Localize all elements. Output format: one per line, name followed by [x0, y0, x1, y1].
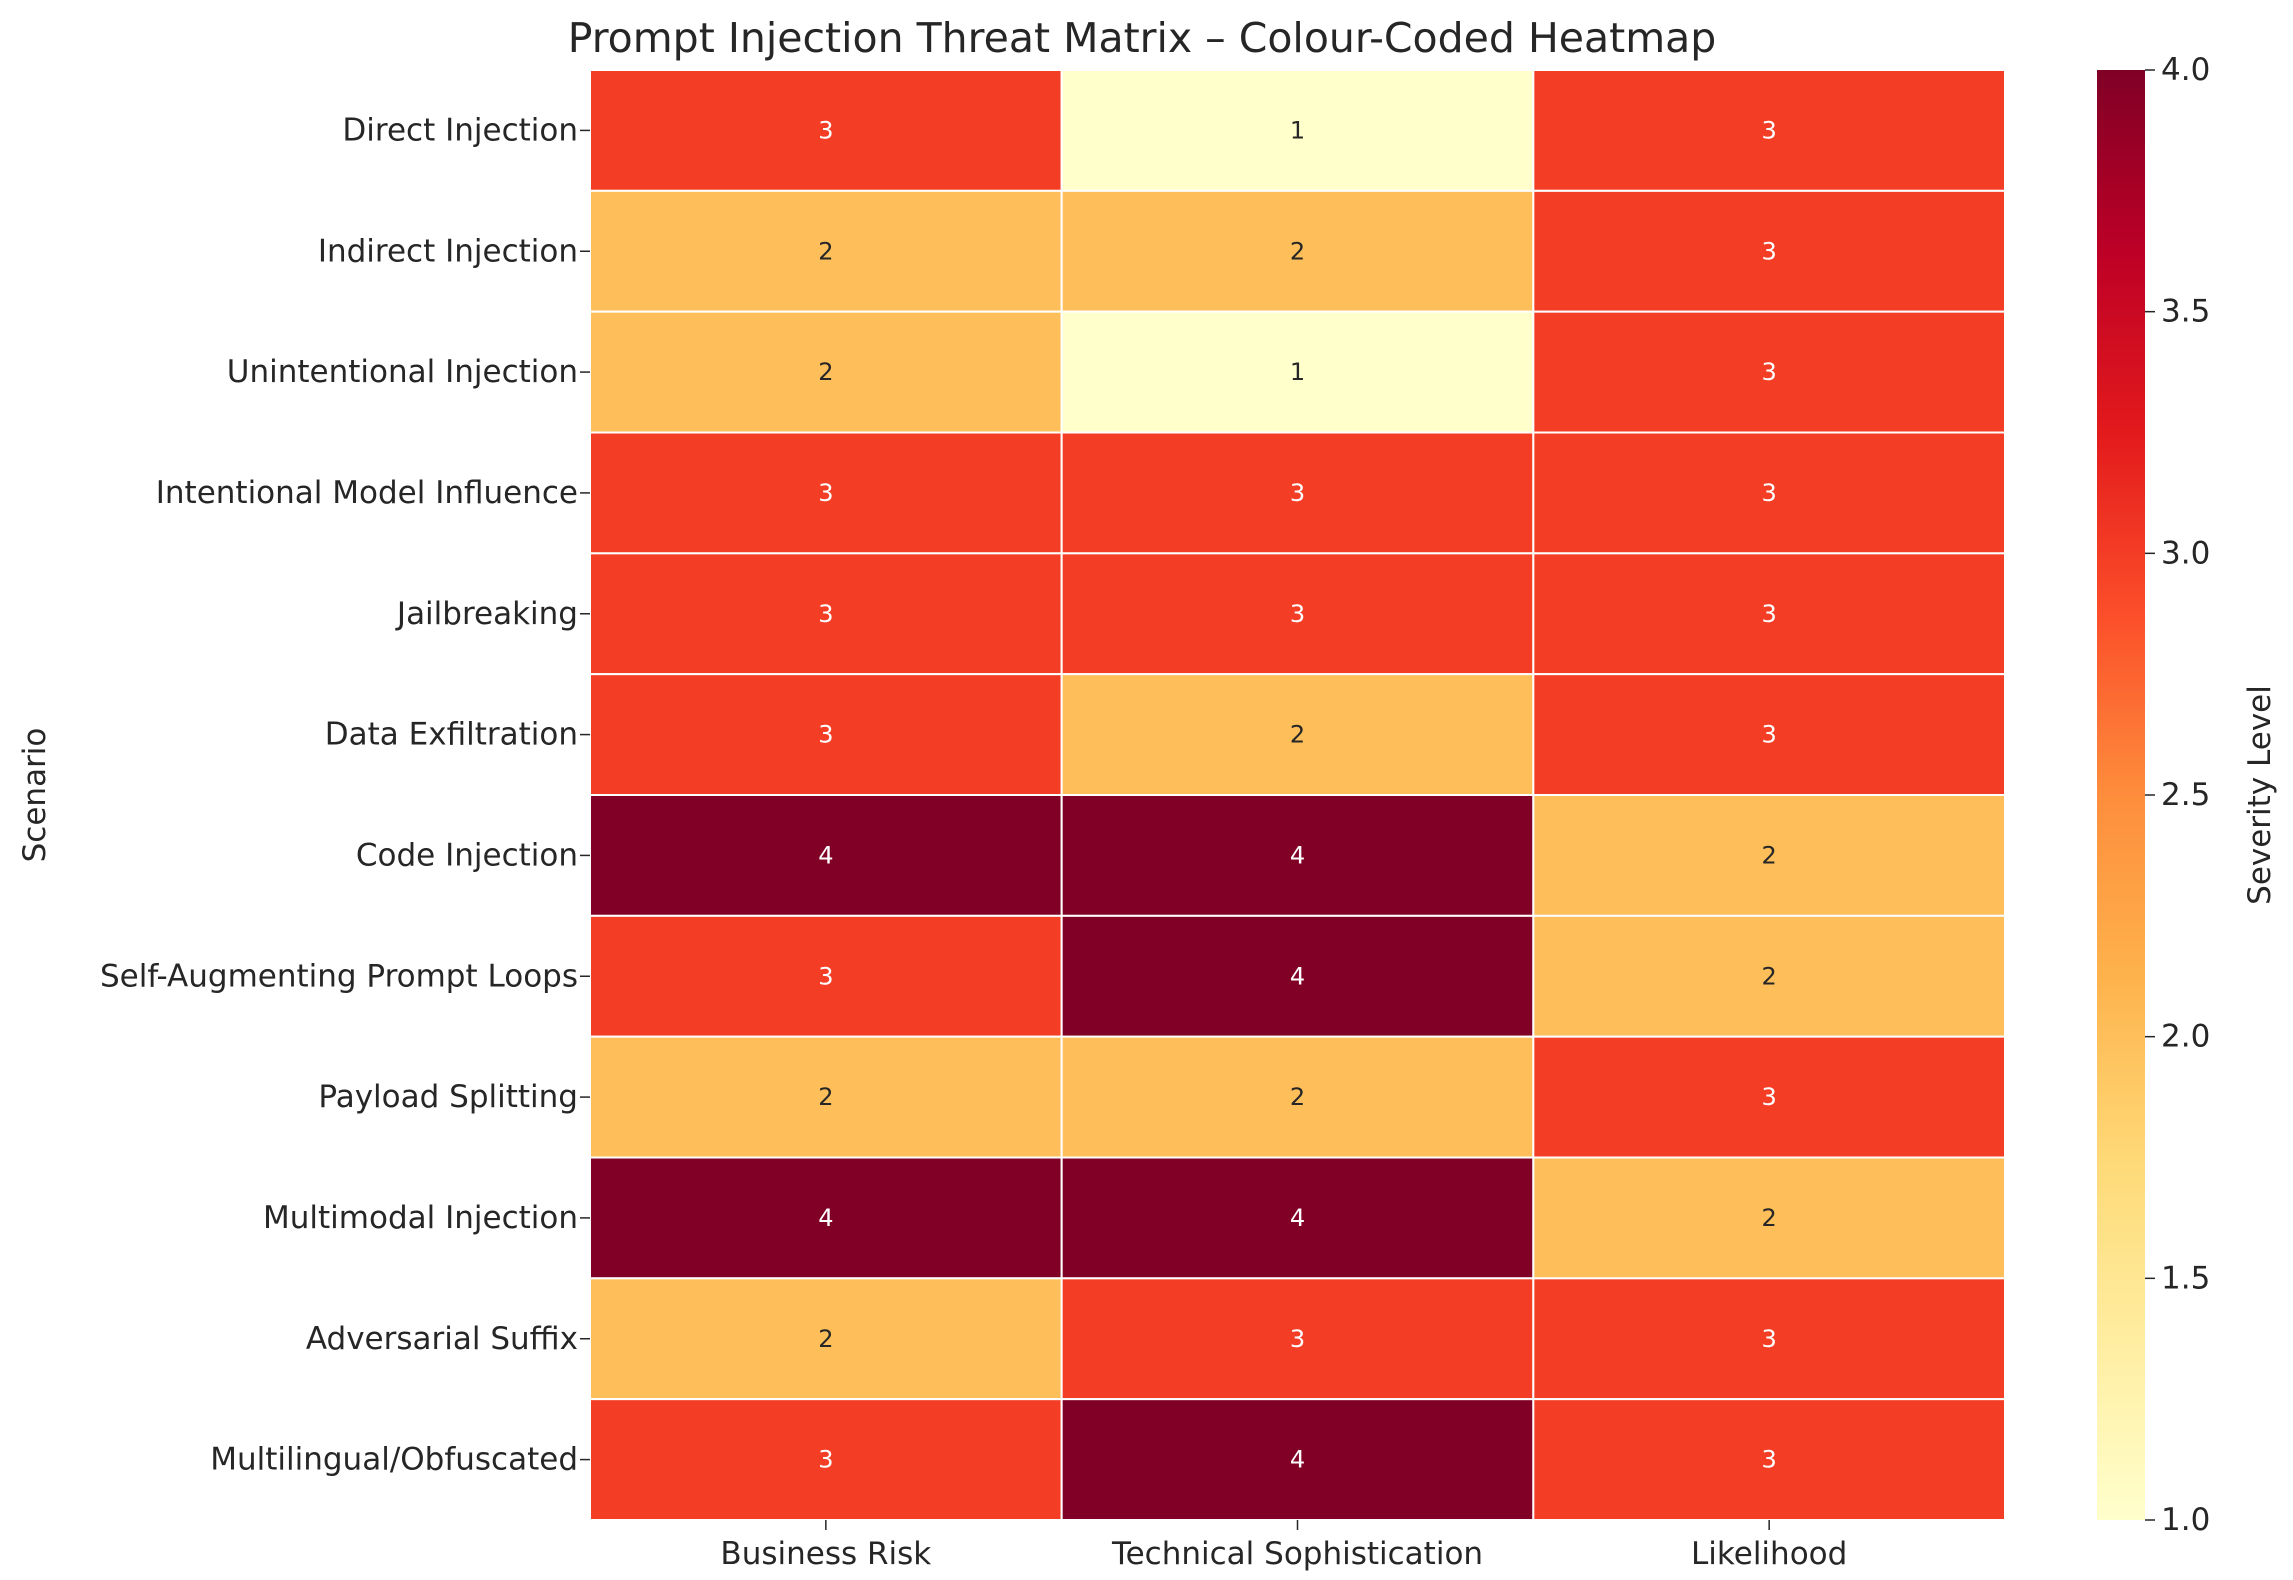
cell-value-label: 4 — [1290, 962, 1305, 990]
heatmap-cell — [1060, 189, 1535, 313]
cell-value-label: 3 — [818, 1446, 833, 1474]
cell-value-label: 2 — [818, 237, 833, 265]
column-tick-labels: Business Risk Technical Sophistication Lik… — [720, 1520, 1847, 1572]
cell-value-label: 3 — [1290, 1325, 1305, 1353]
heatmap-cell — [1532, 1156, 2007, 1280]
cell-value-label: 3 — [1762, 1446, 1777, 1474]
cell-value-label: 3 — [1762, 1325, 1777, 1353]
colorbar-tick-label: 4.0 — [2161, 52, 2210, 88]
cell-value-label: 2 — [818, 1325, 833, 1353]
heatmap-cell — [1532, 673, 2007, 797]
cell-value-label: 3 — [818, 600, 833, 628]
cell-value-label: 3 — [1762, 358, 1777, 386]
colorbar-tick-label: 2.0 — [2161, 1019, 2210, 1055]
colorbar: 1.0 1.5 2.0 2.5 3.0 3.5 4.0 — [2097, 52, 2210, 1538]
y-axis-label: Scenario — [17, 728, 53, 863]
heatmap-cells: 3 1 3 2 2 3 2 1 3 3 3 3 3 3 3 3 2 3 4 4 2 3 4 2 2 2 3 4 4 2 2 3 3 3 4 3 — [589, 69, 2007, 1521]
heatmap-cell — [1532, 189, 2007, 313]
cell-value-label: 3 — [1762, 237, 1777, 265]
cell-value-label: 4 — [1290, 1204, 1305, 1232]
row-label: Data Exfiltration — [325, 717, 578, 753]
heatmap-cell — [1060, 794, 1535, 917]
colorbar-label: Severity Level — [2242, 685, 2278, 905]
heatmap-cell — [1532, 914, 2007, 1038]
column-label: Technical Sophistication — [1111, 1536, 1483, 1572]
cell-value-label: 2 — [1290, 1083, 1305, 1111]
cell-value-label: 4 — [1290, 1446, 1305, 1474]
colorbar-tick-label: 1.0 — [2161, 1502, 2210, 1538]
heatmap-cell — [1060, 914, 1535, 1038]
row-label: Jailbreaking — [395, 596, 578, 632]
row-label: Multilingual/Obfuscated — [210, 1442, 578, 1478]
cell-value-label: 4 — [1290, 841, 1305, 869]
heatmap-cell — [1060, 1398, 1535, 1521]
heatmap-cell — [589, 69, 1063, 192]
heatmap-cell — [1060, 673, 1535, 797]
colorbar-tick-label: 3.0 — [2161, 535, 2210, 571]
row-label: Payload Splitting — [318, 1079, 578, 1115]
cell-value-label: 4 — [818, 841, 833, 869]
cell-value-label: 4 — [818, 1204, 833, 1232]
row-label: Indirect Injection — [318, 233, 578, 269]
heatmap-cell — [1532, 794, 2007, 917]
cell-value-label: 2 — [1290, 721, 1305, 749]
cell-value-label: 3 — [818, 962, 833, 990]
cell-value-label: 3 — [1290, 479, 1305, 507]
heatmap-cell — [589, 794, 1063, 917]
heatmap-cell — [589, 552, 1063, 676]
heatmap-cell — [1060, 1156, 1535, 1280]
row-label: Unintentional Injection — [227, 354, 578, 390]
heatmap-cell — [589, 1156, 1063, 1280]
cell-value-label: 3 — [1762, 479, 1777, 507]
heatmap-cell — [1532, 1398, 2007, 1521]
heatmap-cell — [1060, 310, 1535, 434]
cell-value-label: 3 — [1762, 1083, 1777, 1111]
row-label: Adversarial Suffix — [306, 1321, 578, 1357]
heatmap-cell — [1532, 1277, 2007, 1401]
cell-value-label: 2 — [1762, 962, 1777, 990]
row-tick-labels: Direct Injection Indirect Injection Uninte… — [100, 112, 590, 1478]
colorbar-gradient — [2097, 70, 2145, 1520]
cell-value-label: 3 — [1762, 116, 1777, 144]
column-label: Business Risk — [720, 1536, 931, 1572]
heatmap-cell — [589, 914, 1063, 1038]
row-label: Code Injection — [356, 837, 578, 873]
heatmap-cell — [1532, 1035, 2007, 1159]
cell-value-label: 3 — [1762, 721, 1777, 749]
heatmap-cell — [1060, 69, 1535, 192]
cell-value-label: 1 — [1290, 116, 1305, 144]
heatmap-cell — [589, 1035, 1063, 1159]
colorbar-tick-label: 2.5 — [2161, 777, 2210, 813]
heatmap-cell — [1532, 431, 2007, 555]
cell-value-label: 2 — [1762, 1204, 1777, 1232]
heatmap-cell — [589, 189, 1063, 313]
cell-value-label: 1 — [1290, 358, 1305, 386]
heatmap-cell — [1532, 552, 2007, 676]
column-label: Likelihood — [1691, 1536, 1847, 1572]
row-label: Intentional Model Influence — [156, 475, 578, 511]
heatmap-cell — [1060, 552, 1535, 676]
heatmap-cell — [589, 431, 1063, 555]
colorbar-tick-label: 1.5 — [2161, 1260, 2210, 1296]
cell-value-label: 2 — [1762, 841, 1777, 869]
heatmap-cell — [589, 1277, 1063, 1401]
cell-value-label: 3 — [1762, 600, 1777, 628]
cell-value-label: 2 — [1290, 237, 1305, 265]
cell-value-label: 2 — [818, 358, 833, 386]
cell-value-label: 3 — [818, 721, 833, 749]
chart-title: Prompt Injection Threat Matrix – Colour-… — [568, 14, 1717, 62]
row-label: Direct Injection — [342, 112, 578, 148]
cell-value-label: 2 — [818, 1083, 833, 1111]
colorbar-tick-label: 3.5 — [2161, 294, 2210, 330]
cell-value-label: 3 — [1290, 600, 1305, 628]
cell-value-label: 3 — [818, 116, 833, 144]
cell-value-label: 3 — [818, 479, 833, 507]
row-label: Self-Augmenting Prompt Loops — [100, 958, 578, 994]
heatmap-cell — [1532, 69, 2007, 192]
row-label: Multimodal Injection — [263, 1200, 578, 1236]
